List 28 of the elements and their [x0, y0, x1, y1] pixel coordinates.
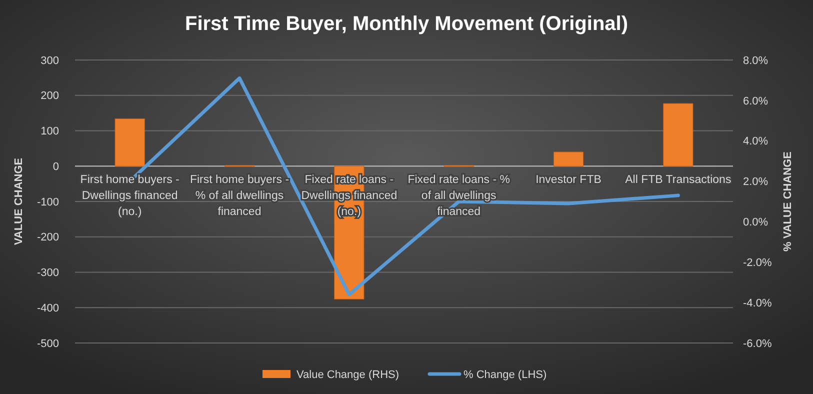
y-tick-label: 100: [40, 126, 59, 138]
y2-tick-label: 6.0%: [743, 95, 768, 108]
y-tick-label: 300: [40, 54, 59, 67]
y2-tick-label: 4.0%: [743, 136, 768, 148]
y-tick-label: 200: [40, 90, 59, 102]
y2-tick-label: -4.0%: [743, 297, 772, 310]
y2-tick-label: 8.0%: [743, 54, 768, 67]
y2-tick-label: 0.0%: [743, 216, 768, 229]
legend-label: % Change (LHS): [464, 368, 547, 381]
bar: [553, 152, 584, 166]
y2-tick-label: -2.0%: [743, 256, 772, 269]
y-tick-label: -200: [36, 232, 59, 244]
y2-tick-label: -6.0%: [743, 338, 772, 350]
y-tick-label: -300: [36, 267, 59, 280]
legend-label: Value Change (RHS): [296, 368, 400, 381]
bar: [114, 118, 145, 166]
x-tick-label: Investor FTB: [536, 174, 602, 186]
x-tick-label: All FTB Transactions: [625, 174, 732, 186]
y-tick-label: -400: [36, 302, 59, 314]
x-tick-label: First home buyers - % of all dwellings financed: [190, 174, 290, 218]
y-tick-label: -100: [36, 196, 59, 208]
y2-axis-title: % VALUE CHANGE: [782, 151, 794, 252]
chart-title: First Time Buyer, Monthly Movement (Original): [184, 13, 628, 35]
y-axis-title: VALUE CHANGE: [13, 158, 25, 246]
y-tick-label: 0: [52, 160, 59, 173]
y2-tick-label: 2.0%: [743, 176, 768, 188]
bar: [663, 103, 694, 166]
y-tick-label: -500: [36, 338, 59, 350]
